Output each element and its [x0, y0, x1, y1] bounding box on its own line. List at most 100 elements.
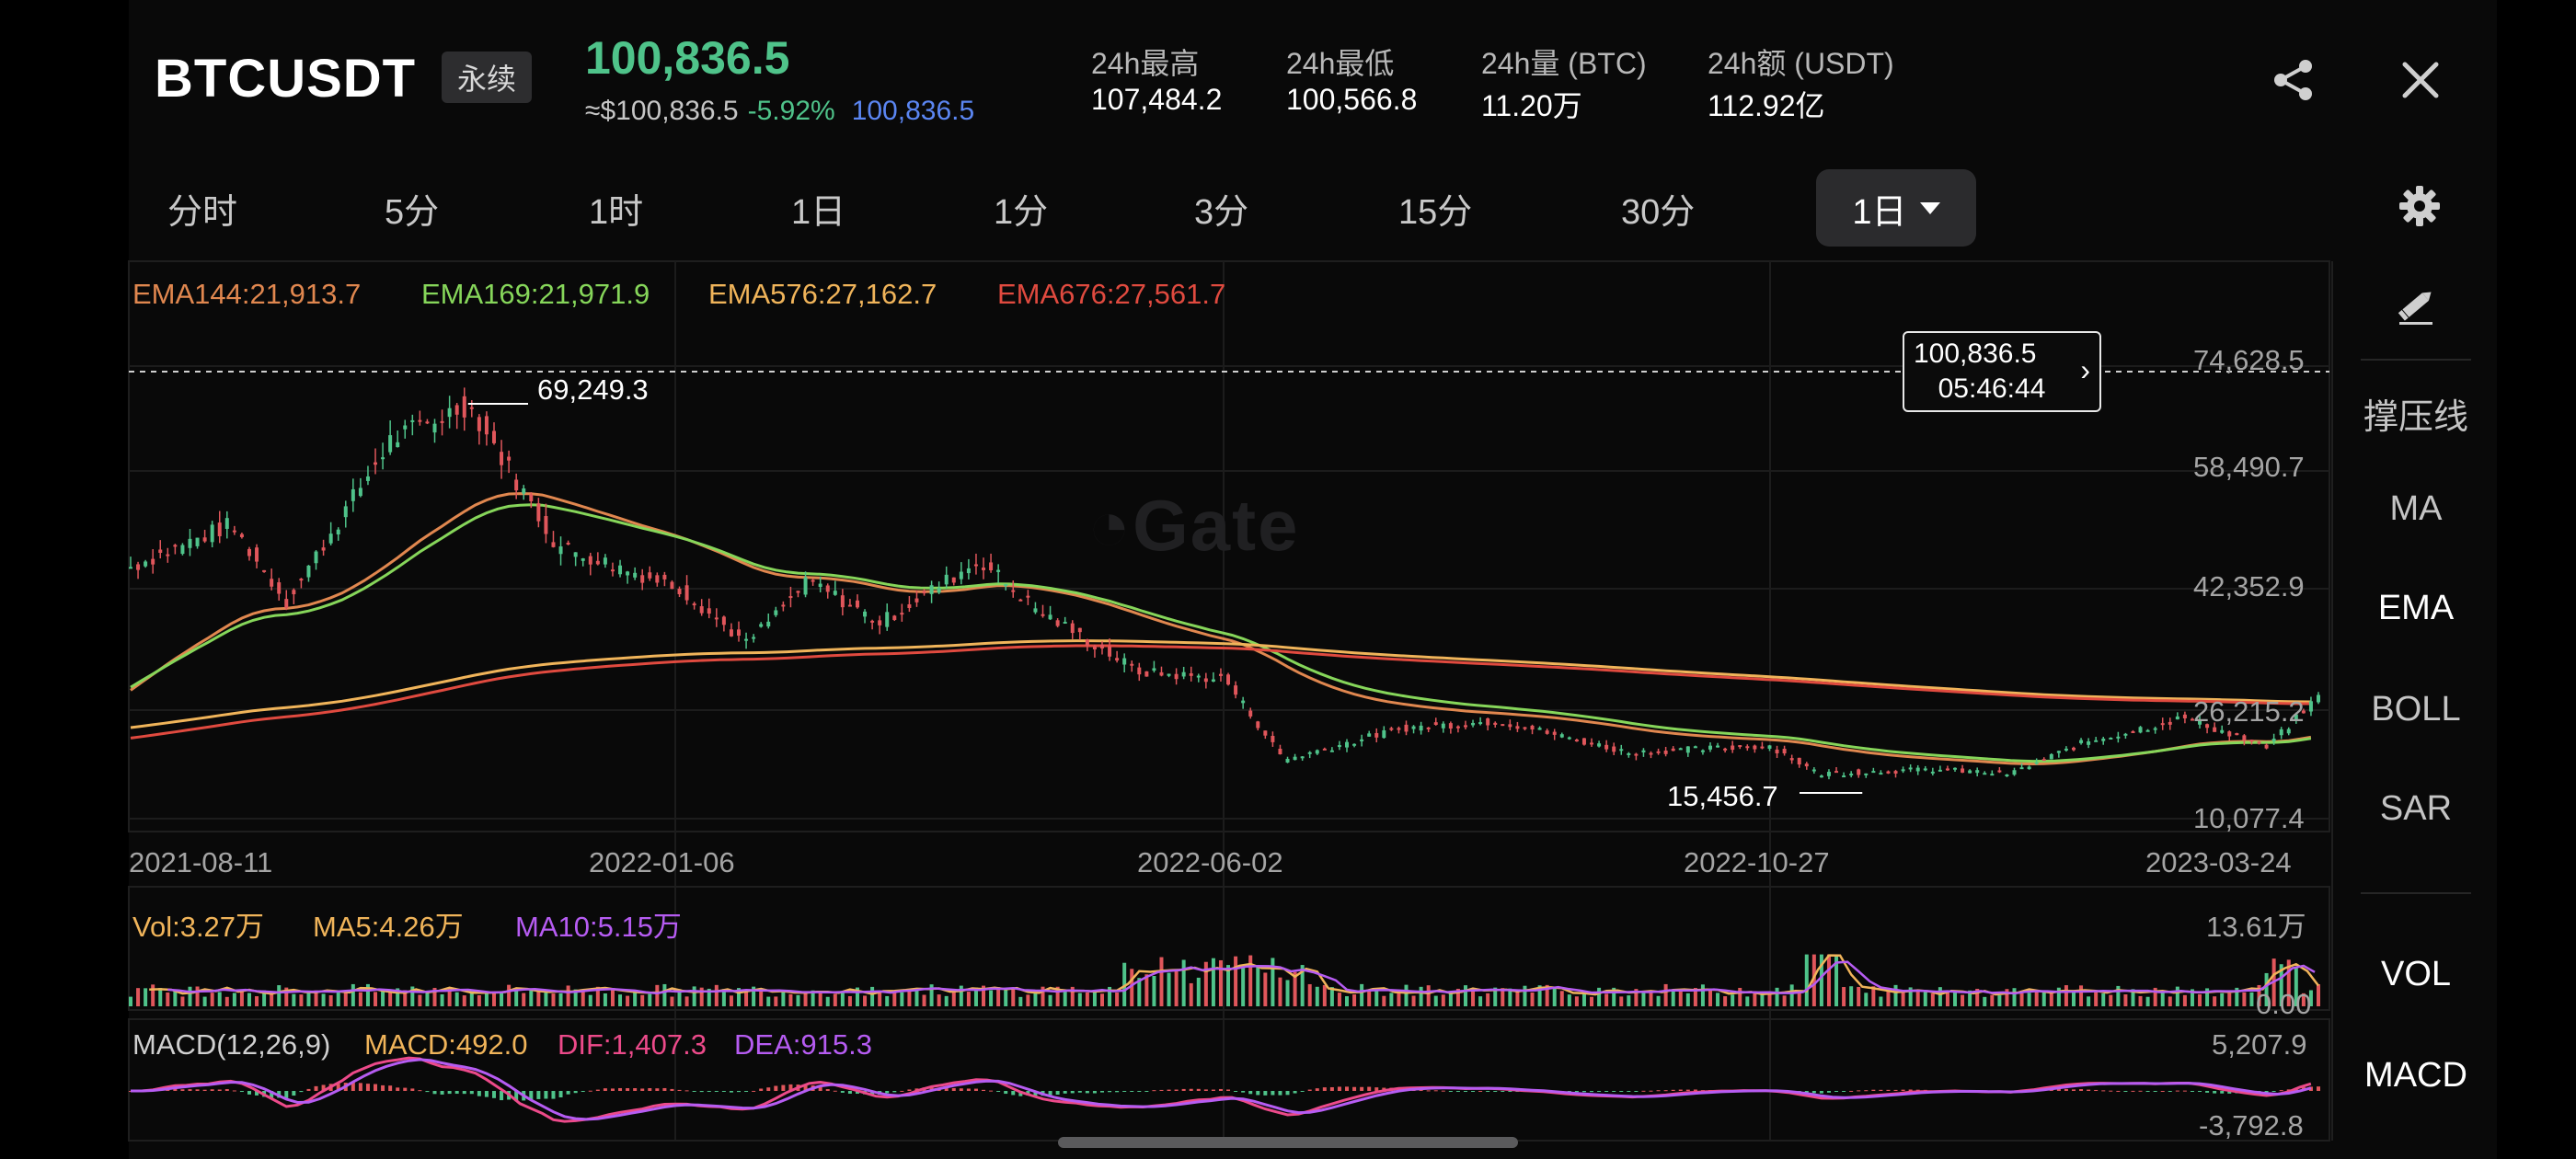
candle-body — [1189, 673, 1193, 676]
candle-body — [1627, 752, 1631, 755]
volume-bar — [588, 994, 592, 1006]
candle-body — [2087, 741, 2091, 745]
chart-scrollbar[interactable] — [1058, 1137, 1518, 1148]
candle-body — [2041, 759, 2046, 762]
macd-hist-bar — [766, 1087, 771, 1091]
candle-body — [1285, 758, 1290, 763]
tab-1min[interactable]: 1分 — [994, 192, 1049, 232]
chart-settings-button[interactable] — [2394, 180, 2445, 232]
candle-body — [1159, 671, 1164, 676]
candle-body — [1493, 722, 1498, 725]
tab-30min[interactable]: 30分 — [1621, 192, 1696, 232]
macd-hist-bar — [1234, 1091, 1238, 1092]
candle-body — [536, 503, 541, 522]
macd-hist-bar — [1077, 1091, 1082, 1093]
candle-body — [2213, 727, 2217, 732]
stat-label-turnover: 24h额 (USDT) — [1708, 47, 1894, 80]
tab-5min[interactable]: 5分 — [385, 192, 440, 232]
candle-body — [136, 564, 141, 570]
candle-body — [432, 423, 437, 433]
candle-body — [744, 638, 749, 641]
volume-bar — [2213, 996, 2217, 1006]
volume-bar — [1975, 988, 1980, 1006]
close-button[interactable] — [2394, 53, 2447, 107]
volume-bar — [1700, 984, 1705, 1006]
current-price-tag[interactable]: 100,836.5 05:46:44 › — [1903, 331, 2101, 412]
volume-bar — [595, 986, 600, 1006]
volume-bar — [1649, 991, 1653, 1006]
volume-bar — [507, 984, 512, 1006]
share-button[interactable] — [2267, 53, 2320, 107]
volume-bar — [2286, 959, 2291, 1006]
volume-bar — [388, 992, 393, 1006]
macd-hist-bar — [1285, 1091, 1290, 1096]
volume-bar — [544, 992, 548, 1006]
tab-15min[interactable]: 15分 — [1398, 192, 1473, 232]
volume-bar — [1515, 991, 1520, 1006]
volume-bar — [1857, 986, 1861, 1006]
candle-body — [514, 479, 519, 491]
candle-body — [1397, 728, 1401, 730]
macd-hist-bar — [447, 1091, 452, 1095]
draw-tool-button[interactable] — [2333, 283, 2499, 337]
volume-bar — [1271, 958, 1275, 1006]
candle-body — [1203, 678, 1208, 683]
macd-hist-bar — [396, 1087, 400, 1091]
indicator-vol[interactable]: VOL — [2380, 955, 2452, 993]
macd-hist-bar — [2279, 1090, 2283, 1092]
candle-body — [129, 567, 132, 569]
candle-body — [1099, 644, 1104, 648]
indicator-boll[interactable]: BOLL — [2371, 690, 2461, 729]
candle-body — [2145, 729, 2150, 732]
chevron-right-icon: › — [2080, 353, 2090, 386]
macd-hist-bar — [944, 1087, 949, 1091]
volume-bar — [1108, 986, 1112, 1006]
candle-body — [173, 545, 178, 547]
indicator-sar[interactable]: SAR — [2379, 789, 2453, 828]
candle-body — [1930, 771, 1935, 774]
macd-hist-bar — [2198, 1091, 2202, 1092]
candle-body — [1634, 753, 1639, 756]
price-axis-label: 26,215.2 — [2193, 695, 2305, 728]
tab-1day[interactable]: 1日 — [791, 192, 846, 232]
candle-body — [328, 534, 333, 544]
volume-bar — [2301, 993, 2306, 1006]
candle-body — [1797, 757, 1801, 765]
candle-body — [2064, 748, 2068, 751]
candle-body — [2227, 731, 2232, 737]
candle-body — [262, 569, 267, 572]
volume-bar — [1382, 995, 1386, 1006]
tab-fenshi[interactable]: 分时 — [167, 192, 238, 232]
volume-bar — [759, 991, 764, 1006]
volume-bar — [1152, 976, 1156, 1006]
candle-body — [944, 574, 949, 585]
macd-hist-bar — [1663, 1090, 1668, 1092]
volume-bar — [640, 994, 645, 1006]
indicator-macd[interactable]: MACD — [2364, 1056, 2467, 1095]
indicator-support-resistance[interactable]: 撑压线 — [2363, 398, 2468, 437]
volume-bar — [1077, 993, 1082, 1006]
volume-bar — [1671, 990, 1675, 1006]
macd-hist-bar — [1656, 1090, 1661, 1092]
candle-body — [1218, 673, 1223, 676]
volume-bar — [1263, 972, 1268, 1006]
candle-body — [1508, 724, 1512, 728]
macd-hist-bar — [173, 1088, 178, 1091]
candle-body — [210, 524, 214, 543]
volume-bar — [1300, 965, 1305, 1006]
indicator-ema[interactable]: EMA — [2377, 589, 2455, 627]
macd-hist-bar — [1834, 1091, 1839, 1092]
date-axis-label: 2022-01-06 — [589, 846, 735, 878]
volume-bar — [610, 990, 615, 1006]
macd-hist-bar — [640, 1088, 645, 1091]
stat-value-volume: 11.20万 — [1481, 89, 1582, 122]
interval-dropdown[interactable]: 1日 — [1816, 169, 1976, 247]
kline-chart[interactable] — [0, 0, 2331, 1159]
candle-body — [2198, 719, 2202, 725]
candle-body — [1893, 771, 1898, 774]
indicator-ma[interactable]: MA — [2389, 489, 2443, 528]
volume-bar — [306, 990, 311, 1006]
tab-3min[interactable]: 3分 — [1194, 192, 1249, 232]
macd-hist-bar — [1471, 1091, 1476, 1092]
tab-1hour[interactable]: 1时 — [589, 192, 644, 232]
